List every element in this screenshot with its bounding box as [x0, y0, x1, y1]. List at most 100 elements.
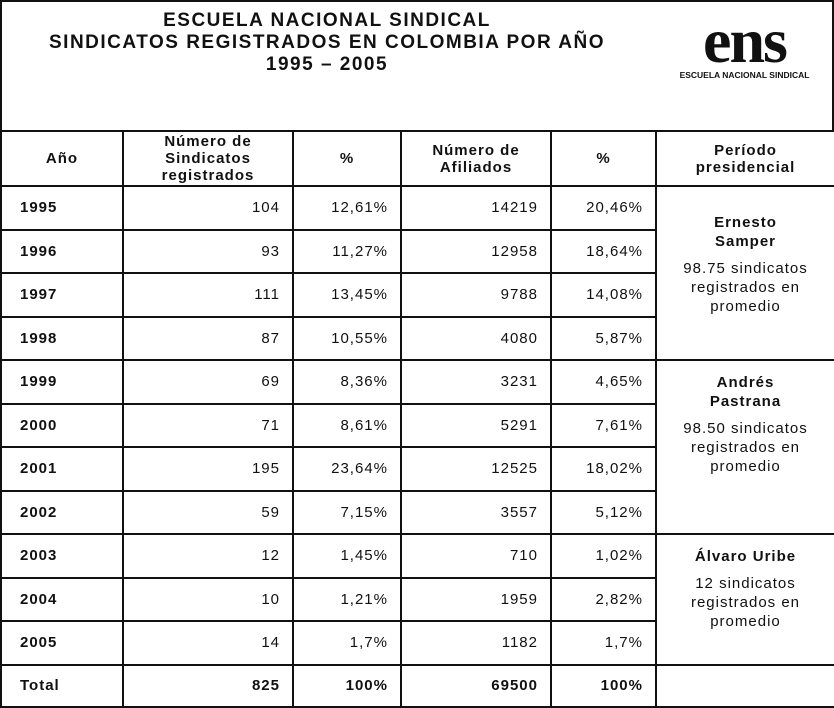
cell: 7,61% — [550, 402, 657, 448]
column-header-line: Período — [714, 141, 777, 159]
year: 2004 — [0, 576, 124, 622]
column-header-line: % — [596, 150, 611, 167]
cell: 1,45% — [292, 533, 402, 579]
column-header-line: Afiliados — [439, 158, 513, 176]
year: 2005 — [0, 620, 124, 666]
cell: 69 — [122, 359, 294, 405]
column-header: % — [550, 130, 657, 187]
header: ESCUELA NACIONAL SINDICAL SINDICATOS REGI… — [0, 0, 834, 130]
column-header: % — [292, 130, 402, 187]
title: ESCUELA NACIONAL SINDICAL SINDICATOS REGI… — [2, 10, 652, 76]
row: 2003 12 1,45% 710 1,02% Álvaro Uribe 12 sindic… — [0, 533, 834, 666]
cell: 1959 — [400, 576, 552, 622]
row: 1997 111 13,45% 9788 14,08% — [0, 272, 834, 318]
cell: 10 — [122, 576, 294, 622]
period-name: Álvaro Uribe — [661, 547, 830, 566]
period-note-line: registrados en — [690, 594, 801, 611]
period-note-line: 98.75 sindicatos — [683, 260, 808, 277]
year: 1999 — [0, 359, 124, 405]
cell: 4080 — [400, 315, 552, 361]
period-name: Ernesto Samper — [661, 213, 830, 251]
cell: 14219 — [400, 185, 552, 231]
period-note-line: 98.50 sindicatos — [683, 420, 808, 437]
year: 2000 — [0, 402, 124, 448]
period-name-line: Andrés — [716, 374, 775, 391]
total-cell: 100% — [292, 663, 402, 708]
cell: 14 — [122, 620, 294, 666]
cell: 12525 — [400, 446, 552, 492]
total-label: Total — [0, 663, 124, 708]
title-line: ESCUELA NACIONAL SINDICAL — [163, 10, 491, 31]
cell: 5,87% — [550, 315, 657, 361]
period-name-line: Ernesto — [714, 214, 777, 231]
period-name-line: Pastrana — [709, 393, 782, 410]
total-cell: 69500 — [400, 663, 552, 708]
year: 2003 — [0, 533, 124, 579]
period-note-line: 12 sindicatos — [695, 575, 796, 592]
cell: 11,27% — [292, 228, 402, 274]
cell: 13,45% — [292, 272, 402, 318]
cell: 12958 — [400, 228, 552, 274]
cell: 93 — [122, 228, 294, 274]
logo-mark: ens — [703, 5, 788, 76]
column-header: Número de Afiliados — [400, 130, 552, 187]
cell: 8,36% — [292, 359, 402, 405]
column-header-line: Sindicatos — [165, 150, 251, 167]
column-header: Número de Sindicatos registrados — [122, 130, 294, 187]
cell: 12,61% — [292, 185, 402, 231]
period-name-line: Álvaro Uribe — [694, 548, 797, 565]
row: 2001 195 23,64% 12525 18,02% — [0, 446, 834, 492]
total-cell: 825 — [122, 663, 294, 708]
cell: 9788 — [400, 272, 552, 318]
total-cell: 100% — [550, 663, 657, 708]
column-header-line: Año — [45, 150, 79, 167]
title-line: SINDICATOS REGISTRADOS EN COLOMBIA POR A… — [49, 32, 605, 53]
period: Ernesto Samper 98.75 sindicatos registrados… — [655, 185, 834, 361]
period-note-line: registrados en — [690, 439, 801, 456]
column-header-line: Número de — [164, 133, 252, 150]
column-header-line: % — [339, 150, 355, 167]
row: 1995 104 12,61% 14219 20,46% Ernesto Samper 98.… — [0, 185, 834, 361]
period-note-line: promedio — [710, 613, 781, 630]
cell: 195 — [122, 446, 294, 492]
row: 2002 59 7,15% 3557 5,12% — [0, 489, 834, 535]
cell: 14,08% — [550, 272, 657, 318]
period: Andrés Pastrana 98.50 sindicatos registrado… — [655, 359, 834, 535]
cell: 71 — [122, 402, 294, 448]
table: Año Número de Sindicatos registrados% Número… — [0, 130, 834, 708]
cell: 1,7% — [550, 620, 657, 666]
cell: 1,21% — [292, 576, 402, 622]
cell: 5,12% — [550, 489, 657, 535]
cell: 111 — [122, 272, 294, 318]
period-note-line: promedio — [710, 298, 781, 315]
period-name-line: Samper — [714, 233, 777, 250]
logo: ens ESCUELA NACIONAL SINDICAL — [657, 5, 832, 81]
row: 2005 14 1,7% 1182 1,7% — [0, 620, 834, 666]
cell: 7,15% — [292, 489, 402, 535]
year: 2002 — [0, 489, 124, 535]
year: 1996 — [0, 228, 124, 274]
cell: 20,46% — [550, 185, 657, 231]
cell: 87 — [122, 315, 294, 361]
cell: 10,55% — [292, 315, 402, 361]
column-header: Período presidencial — [655, 130, 834, 187]
cell: 710 — [400, 533, 552, 579]
cell: 3557 — [400, 489, 552, 535]
cell: 23,64% — [292, 446, 402, 492]
cell: 18,64% — [550, 228, 657, 274]
row: 2000 71 8,61% 5291 7,61% — [0, 402, 834, 448]
cell: 104 — [122, 185, 294, 231]
year: 2001 — [0, 446, 124, 492]
cell: 4,65% — [550, 359, 657, 405]
year: 1995 — [0, 185, 124, 231]
row: 1998 87 10,55% 4080 5,87% — [0, 315, 834, 361]
logo-text: ESCUELA NACIONAL SINDICAL — [679, 70, 810, 80]
column-header-line: registrados — [161, 167, 255, 184]
cell: 18,02% — [550, 446, 657, 492]
cell: 1,02% — [550, 533, 657, 579]
title-line: 1995 – 2005 — [265, 54, 389, 75]
cell: 59 — [122, 489, 294, 535]
period: Álvaro Uribe 12 sindicatos registrados en p… — [655, 533, 834, 666]
cell: 8,61% — [292, 402, 402, 448]
